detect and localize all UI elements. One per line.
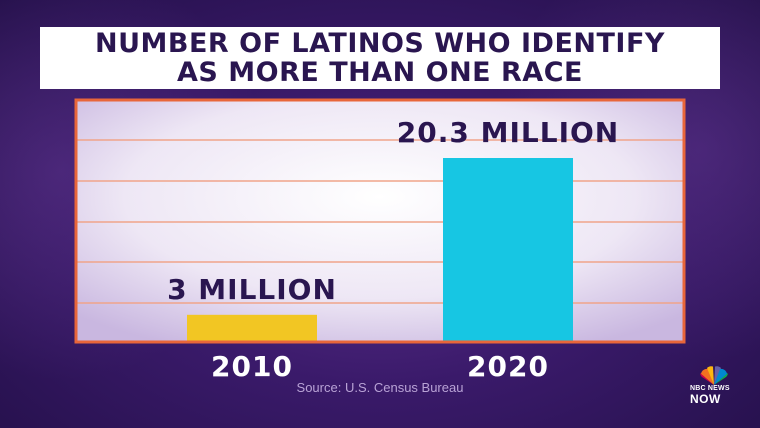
bar-2020	[443, 158, 573, 342]
title-line-1: NUMBER OF LATINOS WHO IDENTIFY	[95, 28, 665, 59]
x-tick-2010: 2010	[211, 350, 293, 383]
data-label-2020: 20.3 MILLION	[397, 116, 619, 149]
peacock-icon	[700, 366, 728, 385]
plot-frame	[74, 98, 686, 344]
title-line-2: AS MORE THAN ONE RACE	[177, 57, 583, 88]
data-labels: 3 MILLION 20.3 MILLION	[167, 116, 619, 306]
x-tick-2020: 2020	[467, 350, 549, 383]
plot-border	[74, 98, 686, 344]
bars	[187, 158, 573, 342]
bar-2010	[187, 314, 317, 342]
x-axis-ticks: 2010 2020	[211, 350, 549, 383]
title-banner: NUMBER OF LATINOS WHO IDENTIFY AS MORE T…	[40, 27, 720, 89]
gridlines	[76, 139, 684, 304]
source-note: Source: U.S. Census Bureau	[296, 380, 464, 395]
logo-text-now: NOW	[690, 392, 721, 406]
nbc-news-now-logo: NBC NEWS NOW	[690, 366, 738, 406]
logo-text-network: NBC NEWS	[690, 385, 730, 392]
data-label-2010: 3 MILLION	[167, 273, 337, 306]
